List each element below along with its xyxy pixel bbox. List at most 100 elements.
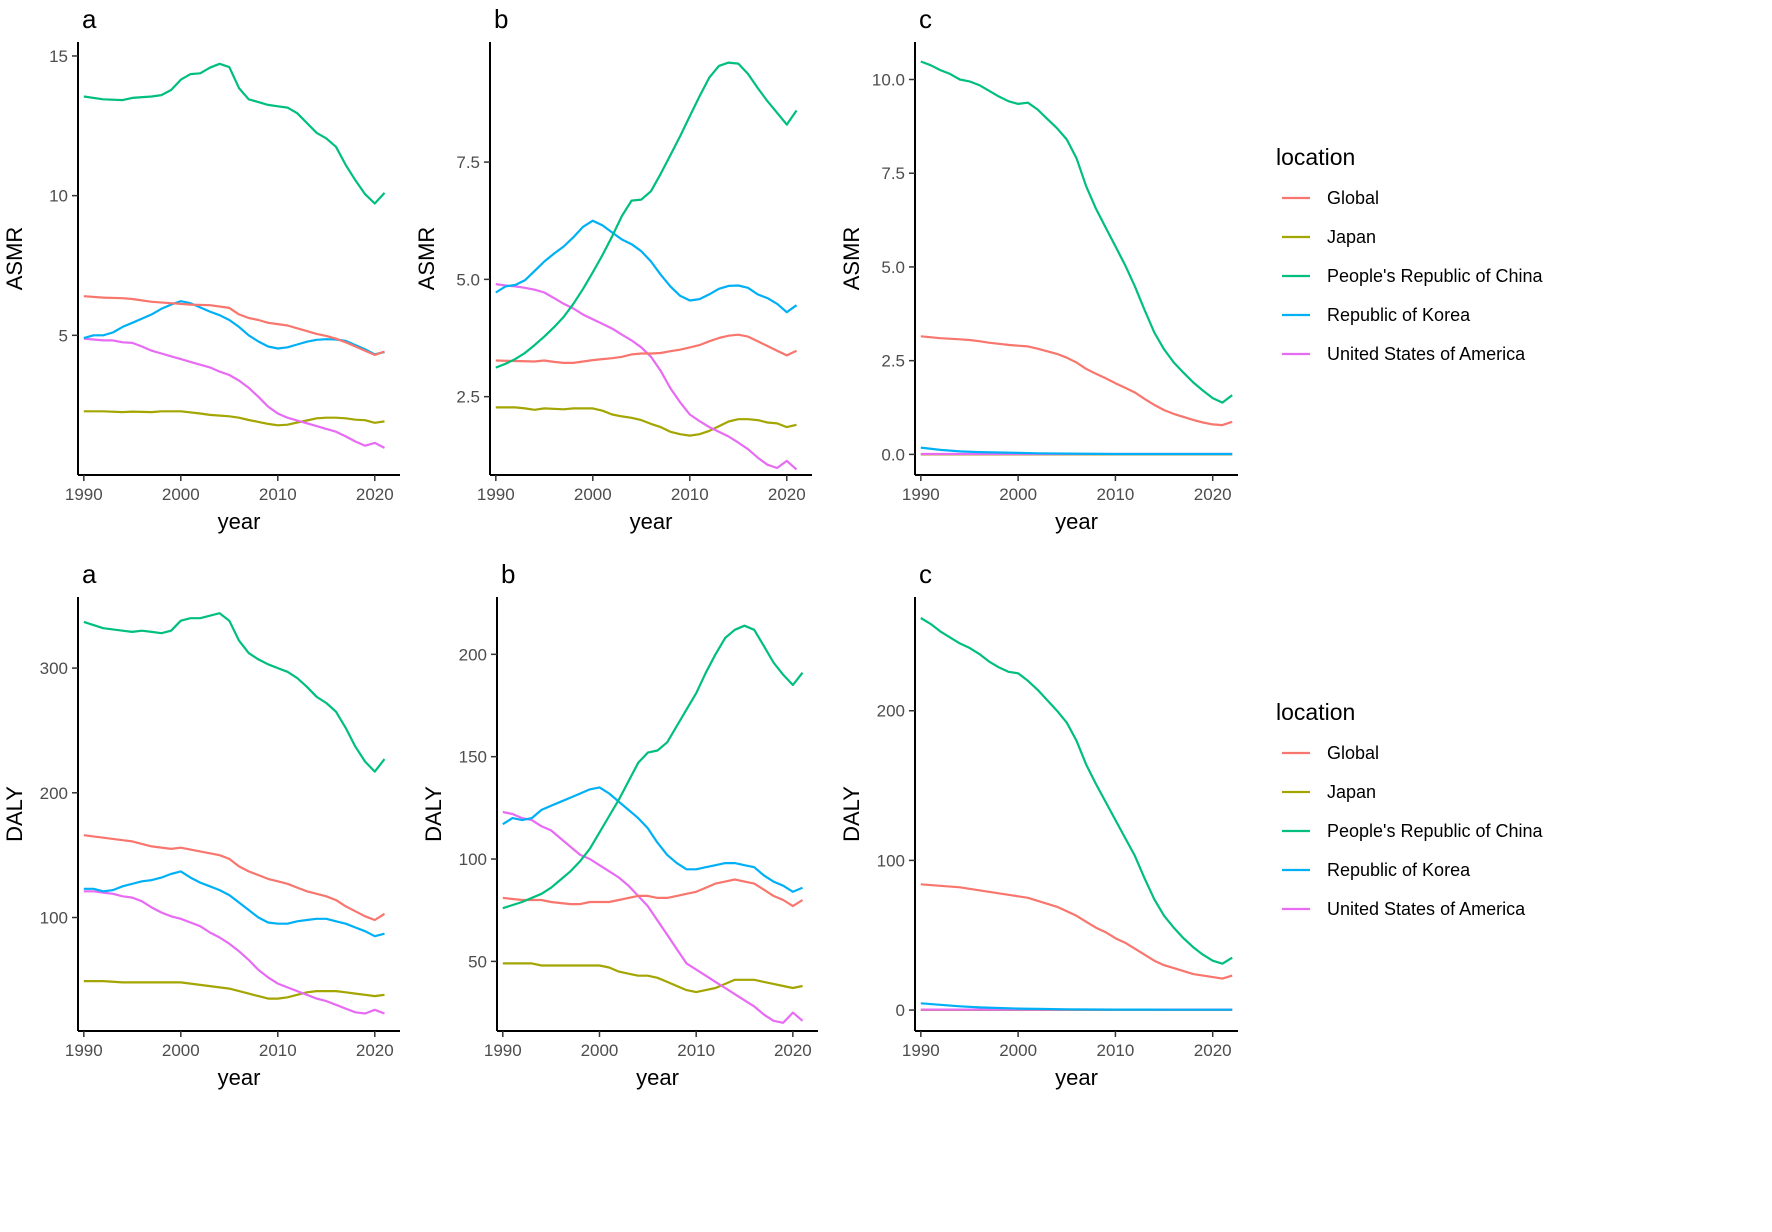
y-tick-label: 200 (877, 702, 905, 721)
series-line-republic-of-korea (920, 446, 1233, 456)
y-tick-label: 5.0 (456, 270, 480, 289)
x-tick-label: 2020 (1194, 485, 1232, 504)
series-line-people-s-republic-of-china (495, 61, 798, 369)
series-line-global (920, 883, 1233, 980)
series-line-global (920, 335, 1233, 427)
panel-c-asmr: c 0.0 2.5 5.0 7.5 10.0 1990 2000 2010 2020 year ASM… (839, 4, 1238, 534)
y-tick-label: 0 (896, 1001, 905, 1020)
series-line-people-s-republic-of-china (920, 60, 1233, 404)
x-tick-label: 2010 (259, 485, 297, 504)
x-axis-title: year (636, 1065, 679, 1090)
series-line-global (83, 295, 385, 356)
series-line-japan (83, 980, 385, 1000)
series-line-global (495, 333, 797, 364)
panel-a-asmr: a 5 10 15 1990 2000 2010 2020 year ASMR (2, 4, 400, 534)
series-line-people-s-republic-of-china (83, 612, 386, 773)
series-line-people-s-republic-of-china (502, 624, 804, 910)
x-tick-label: 2000 (999, 1041, 1037, 1060)
series-line-united-states-of-america (83, 337, 386, 449)
series-line-united-states-of-america (502, 810, 804, 1024)
legend-item-label: Republic of Korea (1327, 860, 1471, 880)
x-tick-label: 2020 (356, 1041, 394, 1060)
panel-b-asmr: b 2.5 5.0 7.5 1990 2000 2010 2020 year ASMR (414, 4, 812, 534)
legend-item-label: United States of America (1327, 344, 1526, 364)
y-tick-label: 100 (459, 850, 487, 869)
x-axis-title: year (1055, 509, 1098, 534)
y-tick-label: 200 (40, 784, 68, 803)
y-axis-title: ASMR (2, 227, 27, 291)
y-tick-label: 50 (468, 952, 487, 971)
series-line-global (83, 834, 386, 922)
panel-label: c (919, 559, 932, 589)
legend-item-label: United States of America (1327, 899, 1526, 919)
x-tick-label: 2010 (259, 1041, 297, 1060)
panel-label: b (494, 4, 508, 34)
y-axis-title: DALY (2, 786, 27, 842)
y-tick-label: 0.0 (881, 445, 905, 464)
x-tick-label: 2020 (1194, 1041, 1232, 1060)
x-axis-title: year (218, 1065, 261, 1090)
x-axis-title: year (1055, 1065, 1098, 1090)
x-tick-label: 2010 (677, 1041, 715, 1060)
panel-label: b (501, 559, 515, 589)
series-line-republic-of-korea (495, 219, 798, 314)
x-tick-label: 1990 (902, 1041, 940, 1060)
legend-item-label: Japan (1327, 227, 1376, 247)
series-line-people-s-republic-of-china (920, 617, 1233, 965)
series-line-people-s-republic-of-china (83, 62, 386, 205)
y-tick-label: 5.0 (881, 258, 905, 277)
x-tick-label: 2020 (774, 1041, 812, 1060)
x-tick-label: 1990 (65, 485, 103, 504)
x-tick-label: 2020 (768, 485, 806, 504)
legend: location Global Japan People's Republic of … (1276, 699, 1544, 919)
legend-item-label: Japan (1327, 782, 1376, 802)
x-tick-label: 2000 (162, 1041, 200, 1060)
series-line-japan (83, 410, 385, 427)
x-axis-title: year (630, 509, 673, 534)
x-tick-label: 2020 (356, 485, 394, 504)
y-tick-label: 100 (877, 851, 905, 870)
y-tick-label: 2.5 (881, 352, 905, 371)
y-tick-label: 150 (459, 748, 487, 767)
panel-a-daly: a 100 200 300 1990 2000 2010 2020 year DALY (2, 559, 400, 1090)
y-axis-title: ASMR (839, 227, 864, 291)
series-line-republic-of-korea (920, 1002, 1233, 1011)
legend-item-label: People's Republic of China (1327, 266, 1544, 286)
x-tick-label: 2000 (162, 485, 200, 504)
legend: location Global Japan People's Republic of … (1276, 144, 1544, 364)
panel-b-daly: b 50 100 150 200 1990 2000 2010 2020 year DALY (421, 559, 818, 1090)
series-line-republic-of-korea (83, 870, 385, 938)
panel-label: a (82, 4, 97, 34)
x-tick-label: 1990 (65, 1041, 103, 1060)
series-line-united-states-of-america (495, 283, 798, 471)
y-tick-label: 15 (49, 47, 68, 66)
y-axis-title: DALY (839, 786, 864, 842)
y-tick-label: 10.0 (872, 70, 905, 89)
y-tick-label: 7.5 (456, 153, 480, 172)
x-tick-label: 2010 (1097, 485, 1135, 504)
legend-item-label: People's Republic of China (1327, 821, 1544, 841)
series-line-japan (495, 406, 797, 437)
panel-label: a (82, 559, 97, 589)
y-axis-title: ASMR (414, 227, 439, 291)
y-tick-label: 2.5 (456, 388, 480, 407)
x-tick-label: 2000 (574, 485, 612, 504)
x-tick-label: 2000 (581, 1041, 619, 1060)
x-axis-title: year (218, 509, 261, 534)
legend-item-label: Global (1327, 743, 1379, 763)
legend-item-label: Global (1327, 188, 1379, 208)
series-line-global (502, 878, 804, 908)
y-axis-title: DALY (421, 786, 446, 842)
x-tick-label: 1990 (477, 485, 515, 504)
legend-title: location (1276, 144, 1355, 170)
panel-c-daly: c 0 100 200 1990 2000 2010 2020 year DALY (839, 559, 1238, 1090)
legend-item-label: Republic of Korea (1327, 305, 1471, 325)
x-tick-label: 2000 (999, 485, 1037, 504)
series-line-republic-of-korea (502, 786, 803, 893)
series-line-united-states-of-america (83, 890, 385, 1015)
series-line-japan (502, 962, 803, 994)
y-tick-label: 5 (59, 326, 68, 345)
x-tick-label: 2010 (1097, 1041, 1135, 1060)
y-tick-label: 7.5 (881, 164, 905, 183)
